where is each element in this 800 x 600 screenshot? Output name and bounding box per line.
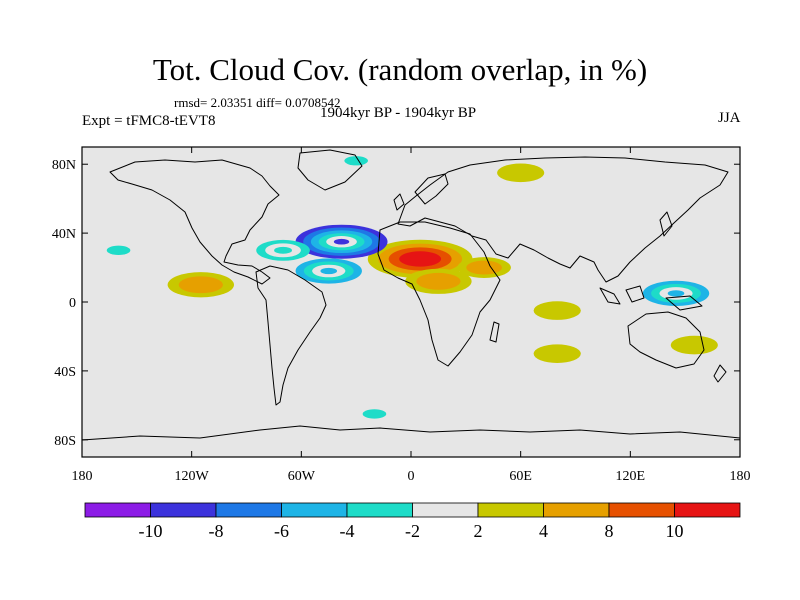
coastline-new-guinea <box>665 295 703 311</box>
colorbar-label-0: -10 <box>139 521 163 541</box>
colorbar-swatch-5 <box>412 502 479 518</box>
anomaly-region-8-level-3 <box>667 290 685 297</box>
experiment-label: Expt = tFMC8-tEVT8 <box>82 113 216 129</box>
colorbar-swatch-8 <box>608 502 675 518</box>
x-tick-label-1: 120W <box>175 469 210 484</box>
x-tick-label-0: 180 <box>72 469 93 484</box>
period-label: 1904kyr BP - 1904kyr BP <box>320 105 477 121</box>
anomaly-region-11-level-1 <box>682 340 707 350</box>
anomaly-region-5-level-2 <box>274 246 292 254</box>
anomaly-region-3-level-5 <box>333 238 350 245</box>
rmsd-diff-stats: rmsd= 2.03351 diff= 0.0708542 <box>174 95 341 110</box>
coastline-new-zealand <box>713 364 727 383</box>
coastline-sumatra <box>599 287 621 305</box>
anomaly-region-14-level-1 <box>508 168 533 178</box>
x-tick-label-6: 180 <box>730 469 751 484</box>
x-tick-label-5: 120E <box>616 469 646 484</box>
y-tick-label-3: 40S <box>54 365 76 380</box>
colorbar-swatch-1 <box>150 502 217 518</box>
coastline-antarctica <box>82 425 740 441</box>
colorbar-label-1: -8 <box>209 521 224 541</box>
colorbar-swatch-6 <box>477 502 544 518</box>
anomaly-region-13-level-1 <box>344 156 368 166</box>
colorbar-swatch-2 <box>215 502 282 518</box>
colorbar: -10 -8 -6 -4 -2 2 4 8 10 <box>84 502 741 541</box>
y-tick-label-0: 80N <box>52 158 76 173</box>
coastline-south-america <box>255 265 327 406</box>
coastline-japan <box>659 211 673 237</box>
x-tick-label-4: 60E <box>509 469 532 484</box>
coastline-eurasia <box>397 156 729 283</box>
colorbar-swatch-0 <box>84 502 151 518</box>
anomaly-region-9-level-1 <box>545 305 570 316</box>
coastline-greenland <box>297 149 363 191</box>
chart-title: Tot. Cloud Cov. (random overlap, in %) <box>152 52 648 87</box>
colorbar-swatch-4 <box>346 502 413 518</box>
colorbar-swatch-3 <box>281 502 348 518</box>
coastline-britain <box>393 193 405 211</box>
anomaly-region-10-level-1 <box>545 349 570 359</box>
anomaly-region-6-level-2 <box>189 280 212 289</box>
anomaly-region-7-level-1 <box>106 245 131 255</box>
colorbar-swatch-9 <box>674 502 741 518</box>
coastline-madagascar <box>489 321 500 343</box>
anomaly-region-12-level-1 <box>362 409 387 419</box>
coastline-scandinavia <box>414 173 449 205</box>
x-tick-label-2: 60W <box>288 469 316 484</box>
coastline-africa <box>377 221 501 367</box>
colorbar-label-2: -6 <box>274 521 289 541</box>
anomaly-region-0-level-4 <box>409 255 431 263</box>
colorbar-label-6: 4 <box>539 521 548 541</box>
colorbar-label-5: 2 <box>474 521 483 541</box>
colorbar-label-7: 8 <box>605 521 614 541</box>
coastline-north-america <box>109 159 280 285</box>
colorbar-swatch-7 <box>543 502 610 518</box>
season-label: JJA <box>718 110 741 126</box>
anomaly-region-1-level-2 <box>427 277 450 286</box>
anomaly-region-4-level-3 <box>320 267 338 275</box>
y-tick-label-2: 0 <box>69 296 76 311</box>
y-tick-label-4: 80S <box>54 434 76 449</box>
coastline-layer <box>82 149 740 441</box>
anomaly-region-2-level-2 <box>475 264 494 272</box>
x-tick-label-3: 0 <box>408 469 415 484</box>
coastline-borneo <box>625 285 645 303</box>
colorbar-label-4: -2 <box>405 521 420 541</box>
map-background <box>82 147 740 457</box>
colorbar-label-3: -4 <box>340 521 355 541</box>
y-tick-label-1: 40N <box>52 227 76 242</box>
anomaly-layer <box>94 151 718 424</box>
coastline-australia <box>627 311 705 369</box>
axes-layer: 180 120W 60W 0 60E 120E 180 80N 40N 0 40S 80S <box>52 147 751 484</box>
colorbar-label-8: 10 <box>666 521 684 541</box>
